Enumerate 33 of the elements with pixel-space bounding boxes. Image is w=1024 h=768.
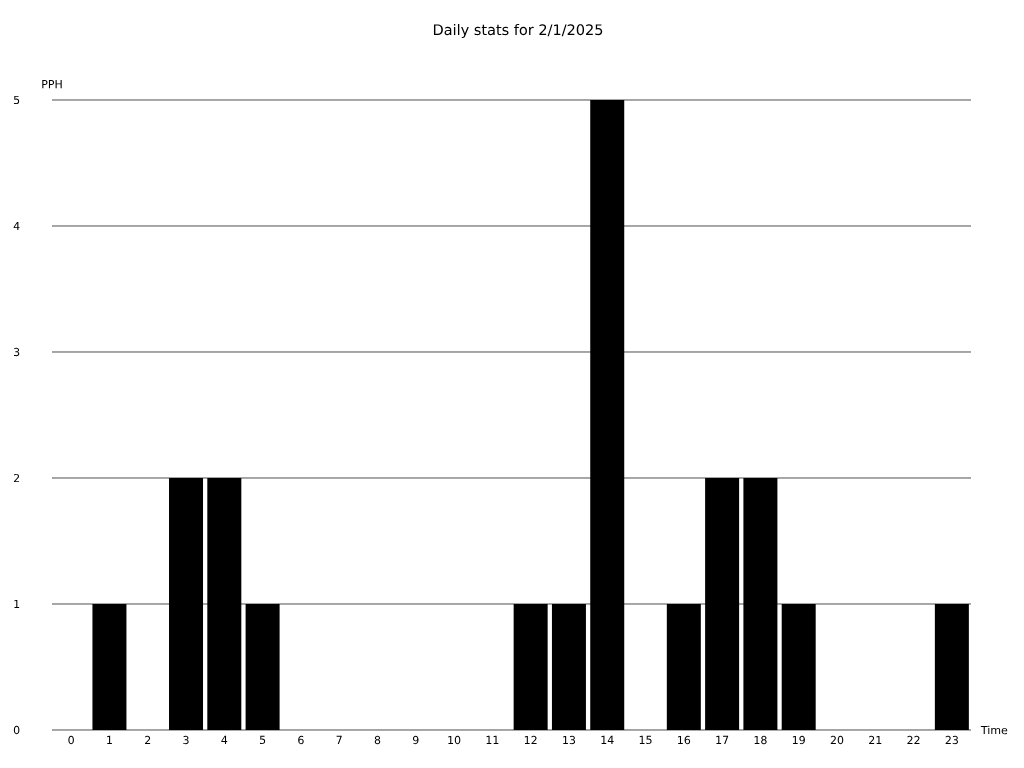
y-tick-label: 3 <box>13 347 20 357</box>
x-tick-label: 5 <box>259 735 266 745</box>
x-tick-label: 9 <box>412 735 419 745</box>
x-tick-label: 13 <box>563 735 576 745</box>
x-tick-label: 12 <box>524 735 537 745</box>
x-tick-label: 7 <box>336 735 342 744</box>
x-tick-label: 11 <box>486 735 499 744</box>
x-tick-label: 3 <box>183 735 189 745</box>
x-tick-label: 2 <box>145 735 151 745</box>
x-tick-label: 21 <box>869 735 882 745</box>
x-tick-label: 1 <box>107 735 112 744</box>
y-tick-label: 0 <box>13 725 20 735</box>
x-tick-label: 16 <box>678 735 691 745</box>
x-tick-label: 0 <box>68 735 74 745</box>
y-axis-title: PPH <box>42 80 62 89</box>
x-tick-label: 18 <box>754 735 767 745</box>
x-tick-label: 22 <box>907 735 920 745</box>
x-tick-label: 10 <box>448 735 461 745</box>
x-tick-label: 17 <box>716 735 729 744</box>
y-tick-label: 5 <box>13 95 20 105</box>
x-tick-label: 4 <box>221 735 228 744</box>
x-tick-label: 14 <box>601 735 614 744</box>
y-tick-label: 1 <box>14 599 20 609</box>
x-tick-label: 6 <box>298 735 304 745</box>
chart-title: Daily stats for 2/1/2025 <box>433 23 603 38</box>
y-tick-label: 4 <box>13 221 20 230</box>
x-tick-label: 20 <box>830 735 844 745</box>
x-tick-label: 19 <box>792 735 805 745</box>
x-tick-label: 23 <box>945 735 958 745</box>
x-tick-label: 15 <box>639 735 652 745</box>
x-axis-title: Time <box>980 725 1008 735</box>
y-tick-label: 2 <box>13 473 20 483</box>
x-tick-label: 8 <box>374 735 381 745</box>
